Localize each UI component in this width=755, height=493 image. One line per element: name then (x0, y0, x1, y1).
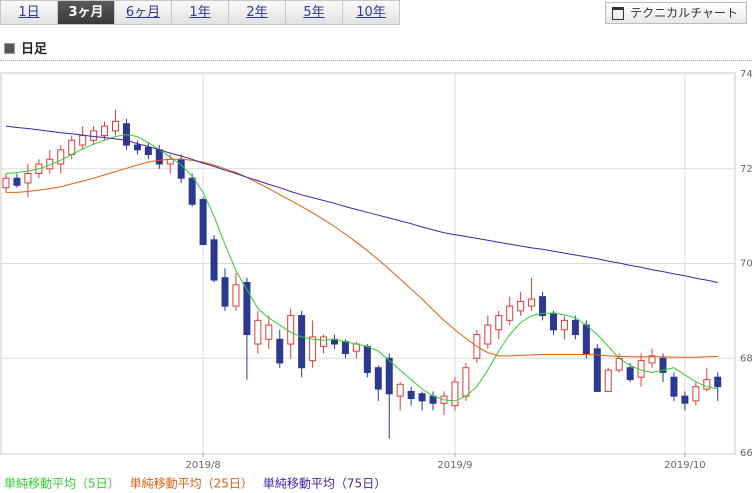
candle-body (626, 367, 634, 381)
candle-body (385, 357, 393, 395)
period-tab[interactable]: 3ヶ月 (57, 0, 115, 25)
candle-body (681, 395, 689, 404)
candle-body (90, 130, 98, 141)
candle-body (396, 383, 404, 397)
legend-entry: 単純移動平均（25日） (130, 477, 253, 491)
candle-body (582, 324, 590, 355)
y-tick-label: 66 (740, 448, 753, 459)
button-label[interactable]: テクニカルチャート (630, 6, 738, 20)
candle-body (309, 336, 317, 362)
candle-body (79, 135, 87, 146)
candle-body (484, 324, 492, 345)
x-tick-label: 2019/9 (437, 460, 472, 471)
period-tab[interactable]: 1日 (0, 0, 58, 25)
candle-body (648, 355, 656, 364)
candle-body (659, 357, 667, 373)
candle-body (692, 386, 700, 402)
candle-body (593, 348, 601, 392)
candle-body (243, 281, 251, 336)
candle-body (24, 172, 32, 184)
y-tick-label: 70 (740, 259, 753, 270)
candle-body (560, 319, 568, 331)
candle-body (374, 367, 382, 390)
candle-body (298, 315, 306, 369)
candle-body (495, 315, 503, 331)
period-tabs: 1日 3ヶ月 6ヶ月 1年 2年 5年 10年 (0, 0, 400, 25)
candle-body (254, 319, 262, 345)
candle-body (177, 158, 185, 179)
candle-body (188, 177, 196, 205)
period-tab[interactable]: 2年 (228, 0, 286, 25)
candle-body (265, 324, 273, 340)
candle-body (407, 390, 415, 400)
candle-body (320, 336, 328, 347)
x-tick-label: 2019/10 (664, 460, 706, 471)
period-tab[interactable]: 5年 (285, 0, 343, 25)
candle-body (604, 369, 612, 392)
candle-body (352, 343, 360, 352)
candle-body (13, 177, 21, 186)
candle-body (57, 149, 65, 165)
candle-body (68, 139, 76, 156)
header-title: 日足 (21, 42, 48, 57)
x-tick-label: 2019/8 (186, 460, 221, 471)
technical-chart-button[interactable]: テクニカルチャート (605, 2, 747, 24)
candle-body (528, 298, 536, 307)
candle-body (703, 379, 711, 390)
candle-body (714, 376, 722, 388)
candle-body (539, 296, 547, 317)
candle-body (210, 239, 218, 281)
candle-body (550, 312, 557, 331)
candle-body (166, 158, 174, 165)
candle-body (571, 319, 579, 336)
period-tab[interactable]: 6ヶ月 (114, 0, 172, 25)
candle-body (287, 315, 295, 345)
candle-body (670, 376, 678, 397)
moving-average-line (5, 125, 718, 283)
candle-body (506, 305, 514, 321)
legend-entry: 単純移動平均（5日） (4, 477, 120, 491)
y-tick-label: 74 (740, 69, 753, 80)
candle-body (341, 341, 349, 355)
candle-body (112, 120, 119, 132)
candle-body (133, 144, 141, 151)
y-tick-label: 68 (740, 353, 753, 364)
legend-entry: 単純移動平均（75日） (263, 477, 386, 491)
candle-body (517, 300, 525, 312)
y-tick-label: 72 (740, 164, 753, 175)
candle-body (418, 393, 426, 402)
separator (0, 60, 752, 61)
candle-body (462, 367, 470, 397)
candle-body (101, 125, 109, 137)
candle-body (199, 199, 207, 246)
candle-body (144, 146, 152, 156)
moving-average-line (6, 158, 718, 358)
candle-body (276, 338, 284, 364)
period-tab[interactable]: 1年 (171, 0, 229, 25)
candle-body (232, 284, 240, 307)
candle-body (451, 381, 459, 407)
moving-average-line (5, 134, 718, 402)
period-tab[interactable]: 10年 (342, 0, 400, 25)
candle-body (221, 277, 229, 307)
candle-body (155, 149, 163, 165)
candle-body (2, 177, 10, 189)
chart-header: 日足 (4, 38, 47, 57)
candle-body (363, 345, 371, 373)
